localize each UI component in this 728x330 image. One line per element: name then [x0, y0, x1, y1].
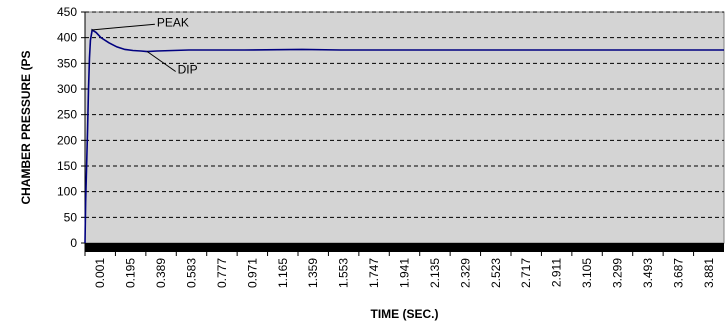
x-tick-label: 1.747 [367, 258, 381, 288]
x-tick-label: 3.687 [671, 258, 685, 288]
x-tick-label: 0.583 [185, 258, 199, 288]
x-tick-label: 3.493 [641, 258, 655, 288]
x-tick-label: 1.165 [276, 258, 290, 288]
y-tick-label: 50 [64, 210, 78, 224]
x-tick-label: 2.135 [428, 258, 442, 288]
x-tick-label: 2.329 [458, 258, 472, 288]
y-tick-label: 0 [70, 236, 77, 250]
x-tick-label: 0.971 [245, 258, 259, 288]
x-tick-label: 1.941 [398, 258, 412, 288]
x-tick-label: 3.105 [580, 258, 594, 288]
y-tick-label: 400 [57, 31, 77, 45]
x-tick-label: 2.911 [550, 258, 564, 287]
x-tick-label: 1.359 [306, 258, 320, 288]
x-tick-label: 0.389 [154, 258, 168, 288]
floor-bar [85, 243, 724, 252]
y-tick-label: 450 [57, 5, 77, 19]
x-tick-label: 0.777 [215, 258, 229, 288]
x-tick-label: 2.717 [519, 258, 533, 288]
y-tick-label: 350 [57, 56, 77, 70]
y-tick-label: 300 [57, 82, 77, 96]
annotation-label: PEAK [157, 15, 189, 29]
plot-area [85, 12, 724, 243]
x-tick-label: 2.523 [489, 258, 503, 288]
y-tick-label: 200 [57, 133, 77, 147]
x-tick-label: 0.001 [93, 258, 107, 288]
x-tick-label: 1.553 [337, 258, 351, 288]
x-tick-label: 0.195 [124, 258, 138, 288]
x-tick-labels: 0.001 0.195 0.389 0.583 0.777 0.971 1.165 1.359… [93, 258, 716, 288]
x-tick-label: 3.299 [611, 258, 625, 288]
y-axis-label: CHAMBER PRESSURE (PS [19, 50, 33, 204]
x-tick-label: 3.881 [702, 258, 716, 288]
y-tick-label: 150 [57, 159, 77, 173]
y-tick-label: 100 [57, 185, 77, 199]
x-axis-label: TIME (SEC.) [371, 307, 439, 321]
annotation-label: DIP [178, 62, 198, 76]
y-tick-label: 250 [57, 108, 77, 122]
y-tick-labels: 0 50 100 150 200 250 300 350 400 450 [57, 5, 77, 250]
